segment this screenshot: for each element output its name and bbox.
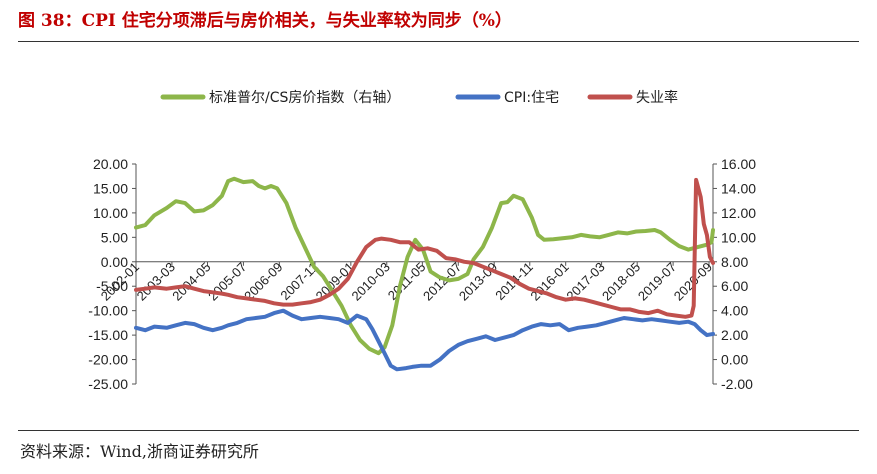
left-tick-label: -25.00 (88, 376, 128, 392)
source-rule (18, 430, 859, 431)
right-tick-label: 14.00 (721, 180, 756, 196)
x-tick-label: 2018-05 (599, 259, 643, 303)
source-note: 资料来源：Wind,浙商证券研究所 (20, 442, 259, 461)
legend-label-2: 失业率 (636, 89, 678, 106)
series-line-0 (134, 176, 715, 356)
right-tick-label: 16.00 (721, 156, 756, 172)
right-tick-label: 12.00 (721, 205, 756, 221)
title-rule (18, 41, 859, 42)
right-tick-label: 2.00 (721, 327, 748, 343)
legend-label-1: CPI:住宅 (504, 90, 559, 106)
left-tick-label: 10.00 (93, 205, 128, 221)
figure-title: 图 38：CPI 住宅分项滞后与房价相关，与失业率较为同步（%） (18, 11, 512, 31)
legend-label-0: 标准普尔/CS房价指数（右轴） (209, 90, 400, 106)
right-tick-label: 4.00 (721, 303, 748, 319)
left-tick-label: 0.00 (101, 254, 128, 270)
right-tick-label: 0.00 (721, 352, 748, 368)
left-tick-label: -5.00 (96, 278, 128, 294)
x-tick-label: 2016-01 (527, 259, 571, 303)
right-tick-label: -2.00 (721, 376, 753, 392)
right-tick-label: 10.00 (721, 229, 756, 245)
right-tick-label: 8.00 (721, 254, 748, 270)
left-tick-label: 5.00 (101, 229, 128, 245)
left-tick-label: -15.00 (88, 327, 128, 343)
left-tick-label: -10.00 (88, 303, 128, 319)
series-line-1 (134, 308, 715, 372)
x-tick-label: 2003-03 (134, 259, 178, 303)
left-tick-label: 15.00 (93, 180, 128, 196)
x-tick-label: 2017-03 (563, 259, 607, 303)
left-tick-label: 20.00 (93, 156, 128, 172)
x-tick-label: 2004-05 (169, 259, 213, 303)
right-tick-label: 6.00 (721, 278, 748, 294)
series-line-2 (134, 177, 715, 319)
left-tick-label: -20.00 (88, 352, 128, 368)
x-tick-label: 2019-07 (635, 259, 679, 303)
